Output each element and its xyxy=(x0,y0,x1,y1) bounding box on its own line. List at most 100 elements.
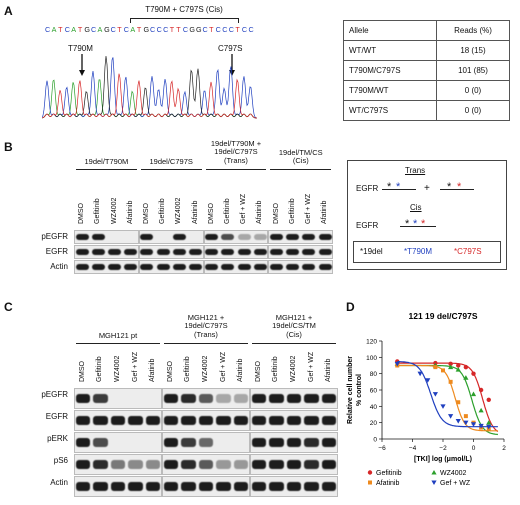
data-point xyxy=(463,364,469,370)
data-point xyxy=(486,420,492,425)
blot-band xyxy=(128,416,143,425)
blot-band xyxy=(181,460,196,469)
data-point xyxy=(470,391,477,397)
table-row: T790M/WT 0 (0) xyxy=(343,80,510,101)
blot-band xyxy=(93,482,108,491)
y-tick-label: 40 xyxy=(370,404,378,411)
blot-lane-label: Gef + WZ xyxy=(304,193,312,224)
blot-strip xyxy=(74,388,162,409)
cis-star-t790m: * xyxy=(413,218,418,230)
blot-row-label: pEGFR xyxy=(41,232,68,241)
data-point xyxy=(471,371,476,376)
legend-key-box: *19del *T790M *C797S xyxy=(353,241,501,263)
blot-group-label: 19del/TM/CS (Cis) xyxy=(278,148,323,166)
legend-marker xyxy=(431,480,437,485)
seq-base: T xyxy=(137,25,142,34)
blot-band xyxy=(269,482,284,491)
blot-band xyxy=(321,438,337,447)
blot-strip xyxy=(203,260,269,274)
seq-base: C xyxy=(203,25,208,34)
data-point xyxy=(463,414,468,419)
blot-lane-label: Gefitinib xyxy=(94,198,102,224)
blot-band xyxy=(251,394,267,403)
blot-band xyxy=(221,249,235,255)
blot-strip xyxy=(268,230,334,244)
blot-strip xyxy=(74,245,139,259)
blot-band xyxy=(75,460,91,469)
blot-group-label: 19del/C797S xyxy=(149,157,193,166)
blot-band xyxy=(93,394,108,403)
blot-band xyxy=(233,482,249,491)
blot-band xyxy=(205,249,219,255)
data-point xyxy=(470,422,477,427)
data-point xyxy=(486,397,491,402)
seq-base: T xyxy=(170,25,175,34)
blot-band xyxy=(156,264,170,270)
blot-band xyxy=(302,264,316,270)
seq-base: C xyxy=(157,25,162,34)
mutation-legend: Trans EGFR * * + * * Cis EGFR * * * *19d… xyxy=(347,160,507,270)
seq-base: C xyxy=(45,25,50,34)
blot-band xyxy=(233,460,249,469)
x-axis-label: [TKI] log (μmol/L) xyxy=(414,456,472,463)
blot-band xyxy=(286,394,302,403)
blot-band xyxy=(124,264,138,270)
blot-group-label: MGH121 pt xyxy=(98,331,138,340)
blot-band xyxy=(304,416,319,425)
blot-band xyxy=(91,264,105,270)
data-point xyxy=(448,414,454,419)
blot-band xyxy=(302,249,316,255)
blot-band xyxy=(140,264,154,270)
seq-base: C xyxy=(229,25,234,34)
table-cell: T790M/WT xyxy=(343,80,437,101)
data-point xyxy=(463,375,469,380)
x-tick-label: −4 xyxy=(409,445,417,452)
blot-band xyxy=(124,249,138,255)
table-cell: 18 (15) xyxy=(436,40,510,61)
blot-band xyxy=(286,438,302,447)
seq-base: C xyxy=(124,25,129,34)
table-cell: T790M/C797S xyxy=(343,60,437,81)
blot-band xyxy=(237,249,251,255)
data-point xyxy=(456,400,461,405)
seq-base: C xyxy=(216,25,221,34)
blot-band xyxy=(128,460,143,469)
blot-band xyxy=(198,482,214,491)
seq-base: T xyxy=(117,25,122,34)
blot-band xyxy=(75,249,89,255)
blot-lane-label: Afatinib xyxy=(191,200,199,224)
blot-band xyxy=(188,249,203,255)
data-point xyxy=(478,407,484,413)
blot-row-label: pERK xyxy=(47,434,68,443)
data-point xyxy=(455,419,461,424)
c797s-arrow-label: C797S xyxy=(218,44,243,53)
blot-band xyxy=(269,394,284,403)
seq-base: G xyxy=(104,25,110,34)
blot-strip xyxy=(74,230,139,244)
blot-lane-label: Gef + WZ xyxy=(240,193,248,224)
seq-base: C xyxy=(91,25,96,34)
blot-row-label: Actin xyxy=(50,262,68,271)
blot-band xyxy=(163,394,179,403)
blot-lane-label: DMSO xyxy=(166,361,174,382)
blot-band xyxy=(75,416,91,425)
blot-lane-label: WZ4002 xyxy=(110,197,118,224)
blot-band xyxy=(156,249,170,255)
blot-band xyxy=(286,482,302,491)
panel-b-blot: 19del/T790M 19del/C797S 19del/T790M + 19de… xyxy=(30,139,334,274)
blot-band xyxy=(75,234,89,240)
blot-lane-label: DMSO xyxy=(254,361,262,382)
blot-strip xyxy=(138,230,204,244)
x-tick-label: −2 xyxy=(439,445,447,452)
blot-band xyxy=(304,438,319,447)
blot-strip xyxy=(138,245,204,259)
blot-band xyxy=(269,249,284,255)
blot-band xyxy=(110,482,126,491)
blot-strip xyxy=(268,245,334,259)
blot-strip xyxy=(138,260,204,274)
blot-row-label: EGFR xyxy=(45,247,68,256)
fit-curve xyxy=(397,362,499,433)
t790m-arrow-label: T790M xyxy=(68,44,93,53)
blot-band xyxy=(163,460,179,469)
